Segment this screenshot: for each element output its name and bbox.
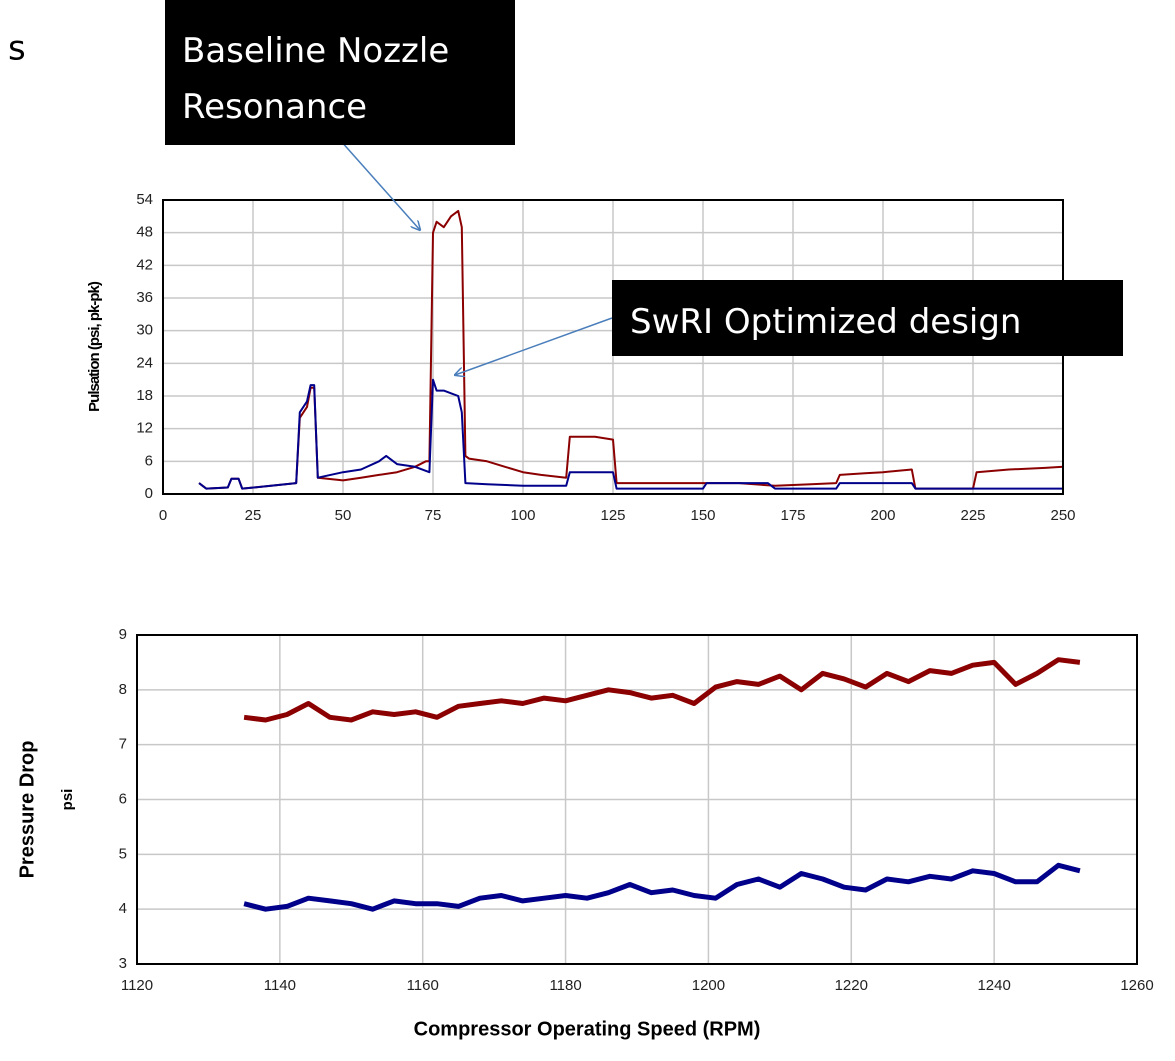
y-tick-label: 3: [119, 955, 127, 972]
y-tick-label: 6: [145, 452, 153, 469]
annotation: SwRI Optimized design: [630, 302, 1021, 342]
x-axis-label: Compressor Operating Speed (RPM): [414, 1018, 761, 1040]
x-tick-label: 125: [600, 507, 625, 524]
y-tick-label: 42: [136, 256, 153, 273]
y-tick-label: 54: [136, 191, 153, 208]
x-tick-label: 50: [335, 507, 352, 524]
y-tick-label: 4: [119, 900, 127, 917]
data-line: [198, 209, 1064, 490]
data-line: [243, 657, 1081, 723]
x-tick-label: 1140: [264, 977, 296, 994]
annotation-arrow: [455, 317, 613, 375]
y-tick-label: 9: [119, 626, 127, 643]
y-axis-label: psi: [59, 789, 76, 811]
y-tick-label: 30: [136, 322, 153, 339]
y-tick-label: 36: [136, 289, 153, 306]
data-line: [198, 378, 1063, 490]
x-tick-label: 1220: [835, 977, 868, 994]
x-tick-label: 100: [510, 507, 535, 524]
x-tick-label: 1260: [1120, 977, 1153, 994]
x-tick-label: 225: [960, 507, 985, 524]
x-tick-label: 175: [780, 507, 805, 524]
y-tick-label: 24: [136, 354, 153, 371]
y-tick-label: 18: [136, 387, 153, 404]
y-tick-label: 6: [119, 790, 127, 807]
y-axis-label: Pulsation (psi, pk-pk): [86, 281, 103, 412]
slide-title-fragment: s: [8, 29, 26, 69]
x-tick-label: 1200: [692, 977, 725, 994]
y-tick-label: 8: [119, 681, 127, 698]
x-tick-label: 150: [690, 507, 715, 524]
annotation-box: [612, 280, 1123, 356]
annotation-arrow: [339, 139, 420, 230]
annotation: Resonance: [182, 87, 367, 127]
x-tick-label: 0: [159, 507, 167, 524]
x-tick-label: 1120: [121, 977, 153, 994]
annotation-box: [165, 0, 515, 145]
x-tick-label: 200: [870, 507, 895, 524]
x-tick-label: 1160: [407, 977, 439, 994]
y-tick-label: 5: [119, 845, 127, 862]
y-tick-label: 0: [145, 485, 153, 502]
x-tick-label: 75: [425, 507, 442, 524]
annotation: Baseline Nozzle: [182, 31, 449, 71]
x-tick-label: 250: [1050, 507, 1075, 524]
x-tick-label: 25: [245, 507, 262, 524]
x-tick-label: 1240: [977, 977, 1010, 994]
y-tick-label: 7: [119, 736, 127, 753]
y-tick-label: 48: [136, 224, 153, 241]
y-axis-label: Pressure Drop: [16, 741, 38, 879]
x-tick-label: 1180: [549, 977, 581, 994]
plot-border: [136, 634, 1138, 965]
y-tick-label: 12: [136, 420, 153, 437]
data-line: [243, 862, 1081, 912]
